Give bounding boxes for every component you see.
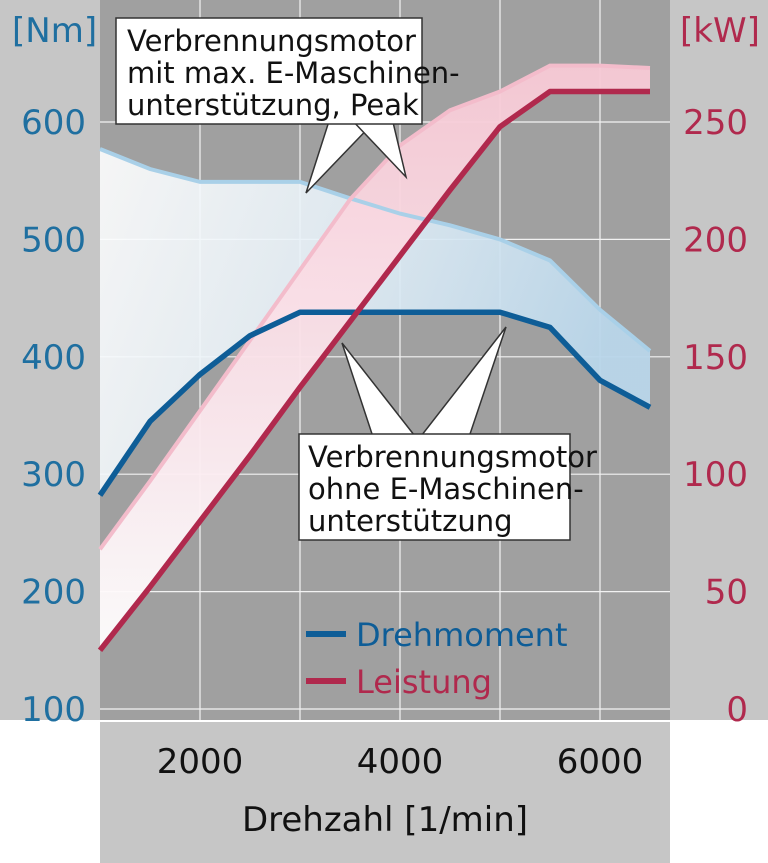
y-left-tick-label: 100	[21, 690, 86, 730]
series-line-power	[97, 88, 650, 653]
series-line-torque-max	[99, 147, 652, 353]
series-line-power-max	[98, 63, 651, 551]
annotation-boosted: Verbrennungsmotor mit max. E-Maschinen- …	[115, 17, 460, 194]
x-tick-label: 2000	[157, 742, 244, 782]
annotation-boosted-line: mit max. E-Maschinen-	[127, 56, 460, 90]
annotation-boosted-box	[115, 17, 423, 125]
annotation-base-line: ohne E-Maschinen-	[308, 472, 584, 506]
right-axis-panel	[670, 0, 768, 720]
left-axis-panel	[0, 0, 100, 720]
y-left-tick-label: 300	[21, 455, 86, 495]
y-left-tick-label: 600	[21, 103, 86, 143]
y-right-tick-label: 100	[683, 455, 748, 495]
series-line-torque	[97, 309, 652, 497]
x-tick-label: 4000	[357, 742, 444, 782]
legend: Drehmoment Leistung	[306, 616, 568, 701]
y-left-tick-label: 500	[21, 220, 86, 260]
annotation-base-box	[298, 433, 571, 541]
y-left-tick-label: 400	[21, 338, 86, 378]
annotation-base-line: unterstützung	[308, 504, 513, 538]
annotation-base-line: Verbrennungsmotor	[308, 440, 597, 474]
x-axis-label: Drehzahl [1/min]	[242, 800, 528, 840]
y-right-tick-label: 150	[683, 338, 748, 378]
y-right-tick-label: 250	[683, 103, 748, 143]
annotation-boosted-line: Verbrennungsmotor	[127, 24, 416, 58]
y-left-unit: [Nm]	[12, 11, 97, 51]
y-left-tick-label: 200	[21, 573, 86, 613]
y-right-tick-label: 200	[683, 220, 748, 260]
annotation-boosted-line: unterstützung, Peak	[127, 88, 419, 122]
legend-power-label: Leistung	[356, 663, 492, 701]
power-boost-band	[100, 65, 650, 651]
legend-torque-label: Drehmoment	[356, 616, 568, 654]
annotation-base: Verbrennungsmotor ohne E-Maschinen- unte…	[298, 326, 597, 541]
x-tick-label: 6000	[557, 742, 644, 782]
x-axis-panel	[100, 722, 670, 863]
series-lines	[97, 63, 652, 653]
y-right-tick-label: 0	[726, 690, 748, 730]
torque-boost-band	[100, 149, 650, 496]
y-right-unit: [kW]	[680, 11, 760, 51]
y-right-tick-label: 50	[705, 573, 748, 613]
boost-bands	[100, 65, 650, 651]
